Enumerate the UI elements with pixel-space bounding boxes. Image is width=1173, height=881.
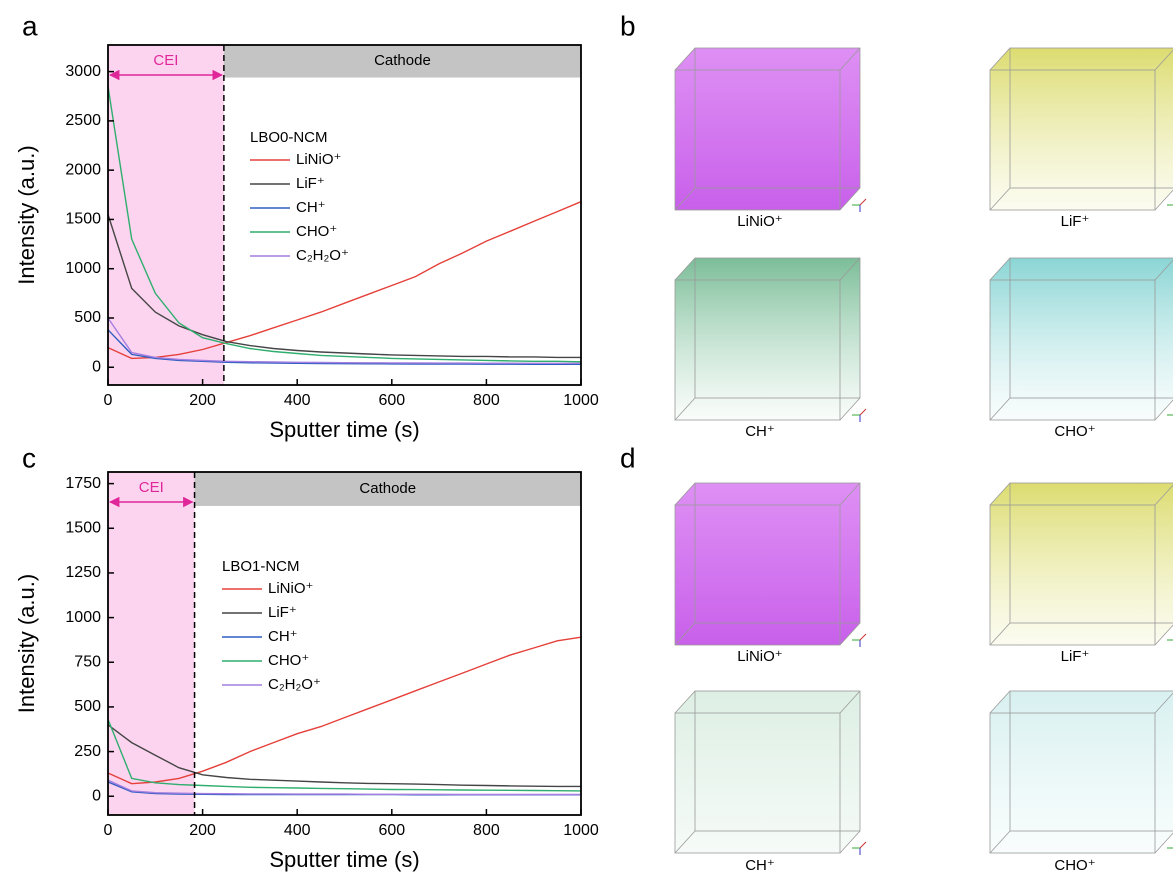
cube-fill [675,48,860,210]
legend-label: LiF⁺ [268,604,297,621]
legend-label: CH⁺ [268,628,298,645]
x-tick-label: 200 [189,392,216,409]
y-tick-label: 500 [74,698,101,715]
y-tick-label: 2500 [65,112,101,129]
y-tick-label: 1750 [65,475,101,492]
cube-fill [675,483,860,645]
cube-fill [990,48,1173,210]
legend-label: CH⁺ [296,199,326,216]
cube-label: CH⁺ [745,423,775,440]
legend-label: C₂H₂O⁺ [296,247,349,264]
cube-fill [990,258,1173,420]
y-tick-label: 1000 [65,260,101,277]
cathode-label: Cathode [359,480,416,497]
panel-label: a [22,10,38,41]
x-tick-label: 1000 [563,392,599,409]
panel-label: b [620,10,636,41]
cube [675,691,866,855]
cube-fill [990,691,1173,853]
panel-label: c [22,442,36,473]
cube [675,483,866,647]
y-tick-label: 1500 [65,519,101,536]
x-tick-label: 800 [473,392,500,409]
cube-fill [675,258,860,420]
cube-label: LiNiO⁺ [737,648,782,665]
y-tick-label: 0 [92,787,101,804]
figure: a Cathode CEI LiNiO⁺ LiF⁺ CH⁺ CHO⁺ C₂H₂O⁺ LBO0-N… [0,0,1173,876]
x-tick-label: 1000 [563,822,599,839]
legend-title: LBO0-NCM [250,129,328,146]
x-tick-label: 200 [189,822,216,839]
y-tick-label: 750 [74,653,101,670]
legend-label: LiF⁺ [296,175,325,192]
cei-label: CEI [139,479,164,496]
y-tick-label: 1250 [65,564,101,581]
cei-region [108,472,195,815]
x-tick-label: 800 [473,822,500,839]
y-axis-label: Intensity (a.u.) [14,574,39,713]
cube-label: LiF⁺ [1061,648,1090,665]
cube [990,258,1173,422]
axis-glyph [860,842,866,848]
y-tick-label: 2000 [65,161,101,178]
cube-label: LiF⁺ [1061,213,1090,230]
cube-label: CHO⁺ [1054,857,1095,874]
cube [990,483,1173,647]
cube [990,691,1173,855]
x-tick-label: 600 [378,822,405,839]
y-axis-label: Intensity (a.u.) [14,145,39,284]
y-tick-label: 500 [74,309,101,326]
cei-region [108,45,224,385]
cube-label: CH⁺ [745,857,775,874]
x-axis-label: Sputter time (s) [269,417,419,442]
x-tick-label: 600 [378,392,405,409]
legend-label: LiNiO⁺ [296,151,341,168]
legend-label: CHO⁺ [268,652,309,669]
y-tick-label: 3000 [65,63,101,80]
cube [675,258,866,422]
x-axis-label: Sputter time (s) [269,847,419,872]
x-tick-label: 400 [284,822,311,839]
x-tick-label: 400 [284,392,311,409]
cathode-label: Cathode [374,52,431,69]
legend-label: LiNiO⁺ [268,580,313,597]
cube-label: LiNiO⁺ [737,213,782,230]
axis-glyph [860,634,866,640]
y-tick-label: 1500 [65,211,101,228]
axis-glyph [860,409,866,415]
legend-label: CHO⁺ [296,223,337,240]
cube [990,48,1173,212]
legend-title: LBO1-NCM [222,558,300,575]
cube [675,48,866,212]
cei-label: CEI [153,52,178,69]
panel-label: d [620,442,636,473]
y-tick-label: 1000 [65,609,101,626]
legend-label: C₂H₂O⁺ [268,676,321,693]
x-tick-label: 0 [104,822,113,839]
cube-label: CHO⁺ [1054,423,1095,440]
cube-fill [675,691,860,853]
cube-fill [990,483,1173,645]
y-tick-label: 0 [92,358,101,375]
x-tick-label: 0 [104,392,113,409]
axis-glyph [860,199,866,205]
y-tick-label: 250 [74,743,101,760]
